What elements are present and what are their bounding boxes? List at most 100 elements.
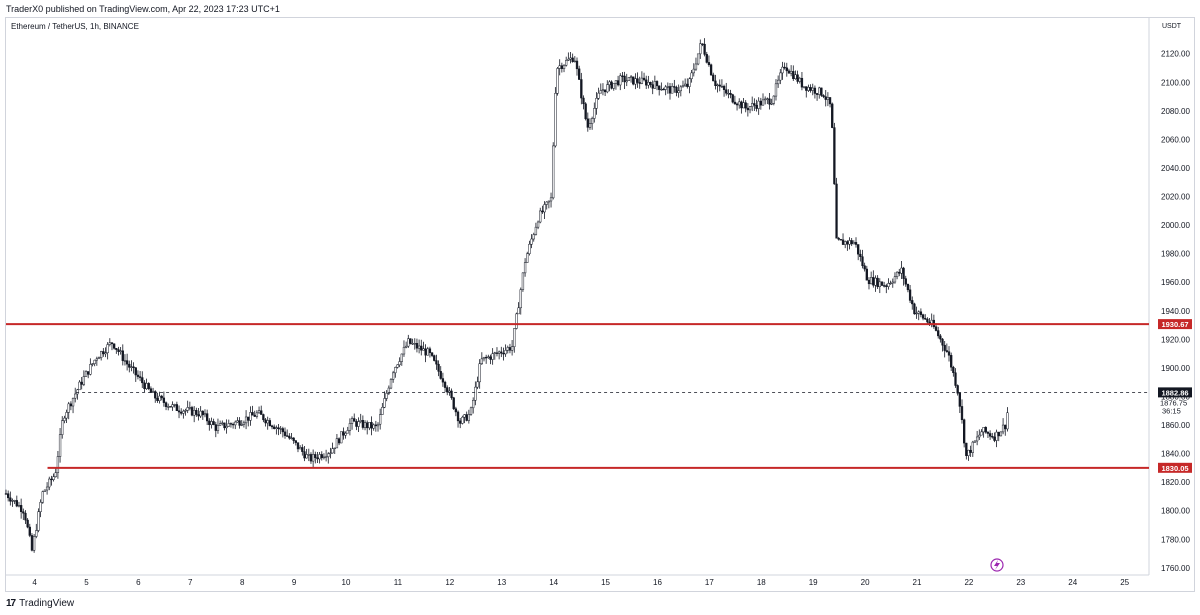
candle-body[interactable] <box>547 200 551 203</box>
candle-body[interactable] <box>469 407 473 415</box>
candle-body[interactable] <box>956 385 959 394</box>
candle-body[interactable] <box>831 103 834 128</box>
candle-body[interactable] <box>167 406 170 408</box>
candle-body[interactable] <box>104 352 107 355</box>
candle-body[interactable] <box>638 82 641 84</box>
candle-body[interactable] <box>186 407 189 411</box>
candle-body[interactable] <box>134 367 137 376</box>
candle-body[interactable] <box>379 414 382 425</box>
candle-body[interactable] <box>634 78 637 85</box>
candle-body[interactable] <box>792 71 795 79</box>
candle-body[interactable] <box>350 418 354 424</box>
candle-body[interactable] <box>593 108 596 119</box>
candle-body[interactable] <box>223 422 226 429</box>
candle-body[interactable] <box>913 303 916 315</box>
candle-body[interactable] <box>722 85 726 90</box>
candle-body[interactable] <box>586 118 589 128</box>
candle-body[interactable] <box>448 390 451 393</box>
candle-body[interactable] <box>428 348 432 354</box>
candle-body[interactable] <box>846 241 849 245</box>
candle-body[interactable] <box>690 72 693 80</box>
candle-body[interactable] <box>625 80 628 83</box>
candle-body[interactable] <box>175 404 179 411</box>
candle-body[interactable] <box>686 83 689 87</box>
candle-body[interactable] <box>943 344 946 351</box>
candle-body[interactable] <box>508 347 512 351</box>
candle-body[interactable] <box>973 440 977 443</box>
candle-body[interactable] <box>242 422 246 425</box>
candle-body[interactable] <box>614 80 618 84</box>
candle-body[interactable] <box>383 398 386 408</box>
candle-body[interactable] <box>322 456 326 459</box>
candle-body[interactable] <box>482 356 486 360</box>
candle-body[interactable] <box>363 422 367 428</box>
candle-body[interactable] <box>815 93 819 95</box>
candle-body[interactable] <box>748 106 752 111</box>
candle-body[interactable] <box>361 420 365 428</box>
candle-body[interactable] <box>63 417 66 421</box>
candle-body[interactable] <box>647 82 650 86</box>
candle-body[interactable] <box>95 358 98 361</box>
candle-body[interactable] <box>606 84 609 93</box>
candle-body[interactable] <box>671 86 674 94</box>
candle-body[interactable] <box>500 351 503 354</box>
candle-body[interactable] <box>396 364 399 368</box>
candle-body[interactable] <box>889 282 892 285</box>
candle-body[interactable] <box>841 239 845 245</box>
candle-body[interactable] <box>288 435 291 439</box>
candle-body[interactable] <box>216 424 220 431</box>
candle-body[interactable] <box>852 242 855 245</box>
candle-body[interactable] <box>478 363 481 383</box>
candle-body[interactable] <box>97 357 101 360</box>
candle-body[interactable] <box>411 343 414 345</box>
candle-body[interactable] <box>679 86 682 92</box>
candle-body[interactable] <box>296 442 300 450</box>
candle-body[interactable] <box>813 87 817 94</box>
candle-body[interactable] <box>115 348 118 350</box>
candle-body[interactable] <box>316 457 319 460</box>
candle-body[interactable] <box>7 493 10 499</box>
candle-body[interactable] <box>41 491 44 503</box>
candle-body[interactable] <box>145 383 148 390</box>
candle-body[interactable] <box>958 392 961 407</box>
candle-body[interactable] <box>908 289 912 301</box>
candle-body[interactable] <box>69 403 73 407</box>
candle-body[interactable] <box>424 348 427 356</box>
candle-body[interactable] <box>58 434 62 457</box>
candle-body[interactable] <box>102 351 105 355</box>
candle-body[interactable] <box>372 424 375 429</box>
candle-body[interactable] <box>988 433 992 437</box>
candle-body[interactable] <box>337 438 341 444</box>
candle-body[interactable] <box>404 345 408 348</box>
candle-body[interactable] <box>941 338 944 346</box>
candle-body[interactable] <box>517 307 520 315</box>
candle-body[interactable] <box>783 66 786 69</box>
candle-body[interactable] <box>532 234 535 240</box>
candle-body[interactable] <box>463 414 466 418</box>
candle-body[interactable] <box>203 413 207 416</box>
candle-body[interactable] <box>971 441 974 453</box>
candle-body[interactable] <box>255 412 259 417</box>
candle-body[interactable] <box>800 77 804 88</box>
candle-body[interactable] <box>768 98 771 105</box>
candle-body[interactable] <box>967 449 970 456</box>
candle-body[interactable] <box>712 74 715 82</box>
candle-body[interactable] <box>154 391 157 399</box>
candle-body[interactable] <box>422 348 425 351</box>
candle-body[interactable] <box>299 447 302 450</box>
candle-body[interactable] <box>454 408 458 413</box>
candle-body[interactable] <box>818 87 821 95</box>
candle-body[interactable] <box>733 101 737 105</box>
candle-body[interactable] <box>878 281 881 288</box>
candle-body[interactable] <box>24 512 27 521</box>
candle-body[interactable] <box>874 277 877 286</box>
candle-body[interactable] <box>590 118 594 124</box>
candle-body[interactable] <box>119 350 122 352</box>
candle-body[interactable] <box>307 454 310 456</box>
candle-body[interactable] <box>164 402 168 407</box>
candle-body[interactable] <box>247 416 250 421</box>
candle-body[interactable] <box>911 300 914 305</box>
candle-body[interactable] <box>227 423 230 427</box>
candle-body[interactable] <box>975 436 979 442</box>
candle-body[interactable] <box>491 353 494 360</box>
